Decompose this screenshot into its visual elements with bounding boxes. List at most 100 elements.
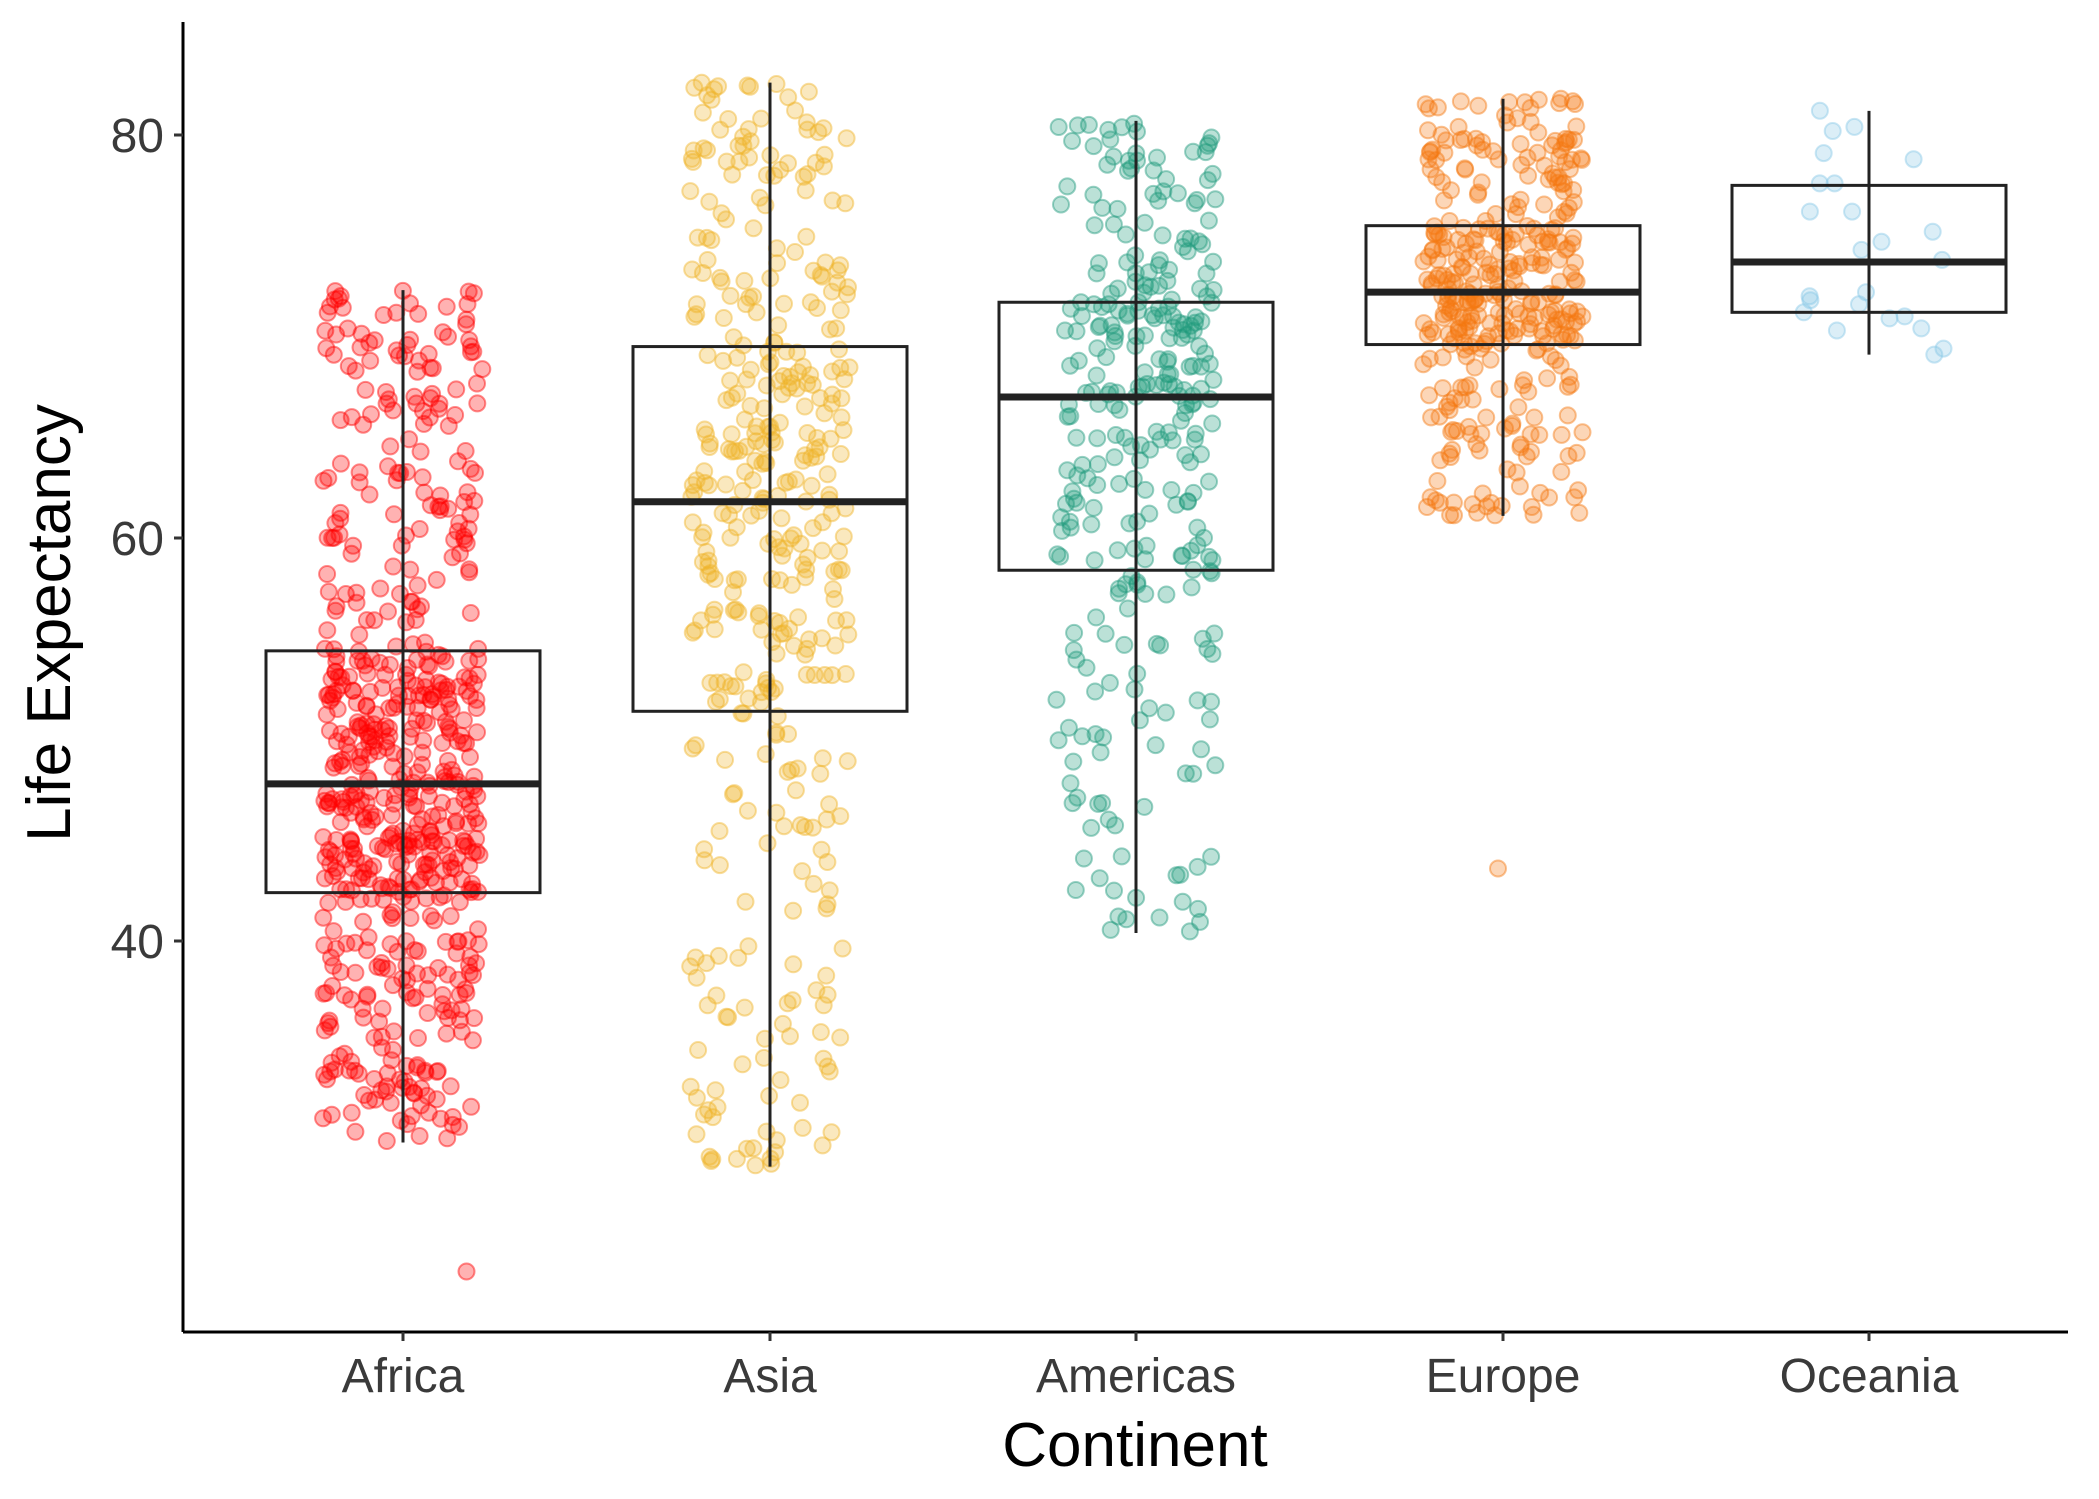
data-point-europe [1440, 444, 1459, 463]
data-point-asia [810, 438, 829, 457]
data-point-europe [1510, 257, 1529, 276]
data-point-africa [344, 536, 363, 555]
data-point-asia [744, 1139, 763, 1158]
data-point-oceania [1912, 319, 1931, 338]
data-point-europe [1420, 349, 1439, 368]
data-point-africa [431, 497, 450, 516]
data-point-asia [726, 600, 745, 619]
data-point-africa [353, 869, 371, 888]
data-point-europe [1444, 493, 1463, 512]
data-point-africa [464, 284, 483, 303]
data-point-africa [383, 903, 402, 922]
data-point-asia [687, 295, 706, 314]
data-point-americas [1069, 351, 1088, 370]
data-point-africa [323, 790, 342, 809]
data-point-oceania [1904, 150, 1923, 169]
data-point-europe [1488, 222, 1506, 241]
data-point-americas [1099, 295, 1118, 314]
data-point-africa [353, 999, 372, 1018]
data-point-europe [1562, 150, 1581, 169]
x-tick-label-asia: Asia [723, 1350, 817, 1403]
data-point-oceania [1923, 222, 1942, 241]
data-point-africa [352, 716, 371, 735]
data-point-africa [379, 828, 398, 847]
data-point-africa [433, 995, 452, 1014]
data-point-africa [354, 741, 373, 760]
data-point-europe [1559, 447, 1578, 465]
data-point-asia [804, 261, 823, 280]
data-point-europe [1541, 347, 1560, 366]
data-point-asia [721, 371, 740, 390]
data-point-europe [1437, 238, 1456, 257]
y-tick-label: 60 [111, 513, 164, 566]
data-point-asia [794, 167, 813, 186]
data-point-asia [703, 1150, 722, 1169]
data-point-africa [328, 862, 347, 881]
data-point-africa [365, 1028, 384, 1047]
data-point-americas [1097, 348, 1116, 367]
data-point-asia [813, 629, 831, 648]
data-point-africa [345, 839, 364, 858]
data-point-asia [821, 429, 840, 448]
data-point-asia [729, 136, 748, 155]
data-point-asia [699, 1101, 718, 1120]
data-point-europe [1522, 498, 1541, 516]
data-point-africa [318, 1070, 336, 1089]
data-point-africa [336, 585, 355, 603]
data-point-africa [466, 463, 484, 482]
data-point-africa [455, 668, 474, 687]
data-point-americas [1115, 428, 1134, 447]
data-point-asia [813, 1136, 832, 1155]
data-point-africa [377, 732, 396, 751]
data-point-africa [409, 1029, 427, 1047]
data-point-africa [457, 315, 476, 334]
data-point-americas [1105, 332, 1124, 351]
data-point-americas [1124, 469, 1143, 488]
data-point-africa [422, 868, 441, 887]
data-point-africa [468, 787, 487, 806]
data-point-africa [316, 639, 334, 658]
data-point-africa [421, 389, 440, 408]
data-point-americas [1191, 279, 1210, 298]
data-point-europe [1529, 293, 1548, 312]
data-point-europe [1490, 380, 1509, 399]
data-point-asia [720, 506, 739, 525]
data-point-asia [798, 639, 816, 658]
data-point-europe [1477, 497, 1496, 516]
data-point-africa [448, 522, 467, 541]
data-point-americas [1192, 312, 1211, 331]
data-point-africa [469, 639, 488, 658]
data-point-africa [323, 977, 342, 995]
data-point-americas [1065, 489, 1083, 508]
data-point-asia [836, 194, 855, 213]
data-point-asia [827, 611, 845, 630]
data-point-africa [331, 963, 350, 981]
data-point-asia [686, 948, 705, 967]
data-point-asia [722, 425, 741, 444]
data-point-asia [733, 1055, 752, 1074]
data-point-asia [776, 473, 795, 492]
data-point-asia [769, 316, 788, 335]
data-point-africa [460, 669, 479, 688]
data-point-asia [796, 446, 815, 465]
data-point-americas [1051, 547, 1070, 566]
data-point-americas [1049, 731, 1068, 750]
data-point-africa [347, 583, 366, 602]
data-point-africa [347, 593, 366, 612]
data-point-asia [700, 192, 719, 211]
data-point-africa [370, 1012, 389, 1031]
data-point-americas [1139, 263, 1158, 282]
data-point-europe [1435, 143, 1454, 162]
data-point-africa [423, 851, 442, 870]
data-point-africa [341, 787, 360, 806]
data-point-asia [700, 438, 719, 456]
data-point-europe [1512, 155, 1531, 174]
data-point-asia [806, 153, 825, 172]
data-point-europe [1440, 303, 1459, 322]
data-point-asia [695, 473, 714, 492]
data-point-europe [1419, 247, 1438, 266]
data-point-africa [419, 1103, 438, 1122]
data-point-asia [839, 278, 857, 297]
data-point-americas [1063, 132, 1082, 150]
data-point-europe [1524, 505, 1543, 524]
